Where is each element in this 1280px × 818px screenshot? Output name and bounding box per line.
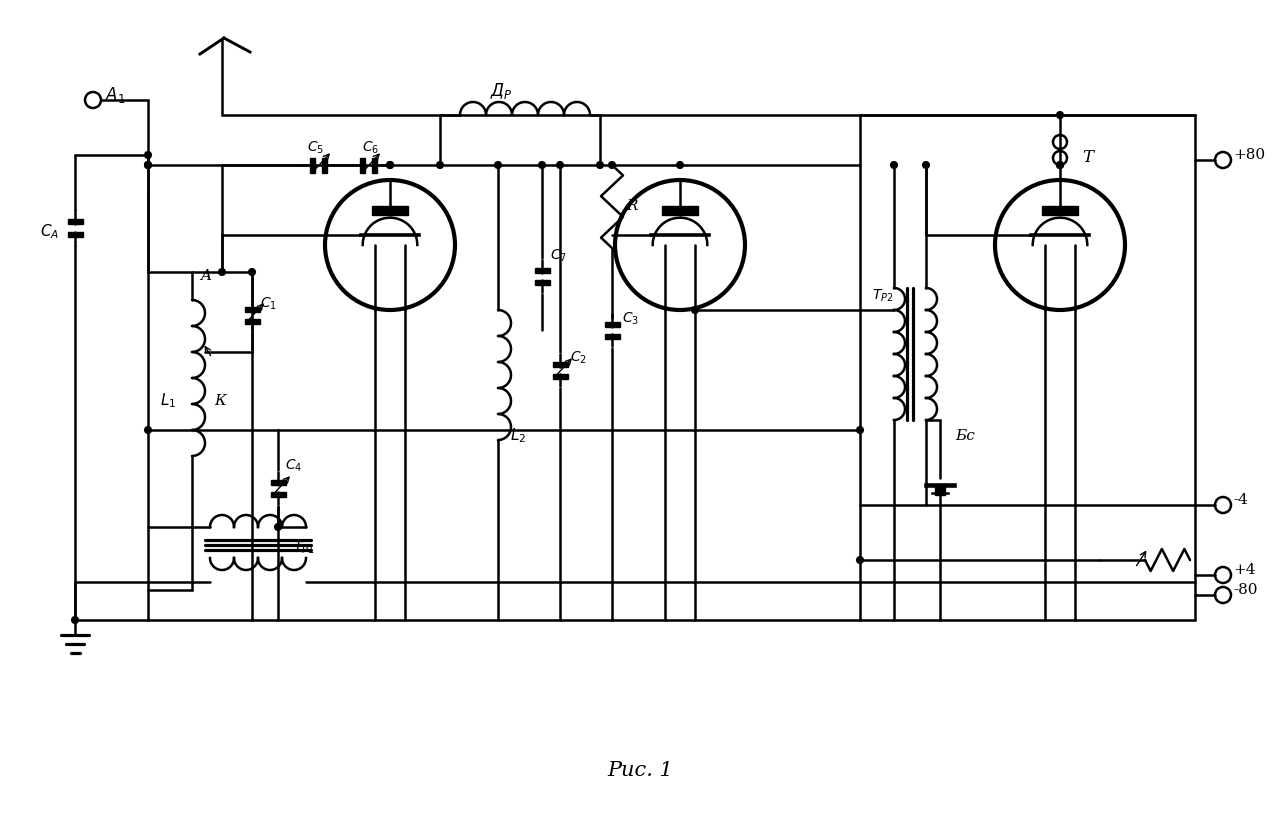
Circle shape [387,161,394,169]
Circle shape [143,161,152,169]
Bar [553,374,567,379]
Bar [68,219,82,224]
Text: $Т_{Р1}$: $Т_{Р1}$ [293,540,315,556]
Text: Бс: Бс [955,429,975,443]
Text: +4: +4 [1233,563,1256,577]
Bar [310,158,315,173]
Text: -4: -4 [1233,493,1248,507]
Circle shape [676,161,684,169]
Circle shape [436,161,444,169]
Circle shape [494,161,502,169]
Circle shape [856,426,864,434]
Bar [68,232,82,237]
Circle shape [274,523,282,531]
Bar [321,158,326,173]
Text: $C_6$: $C_6$ [362,140,379,156]
Text: $C_A$: $C_A$ [40,222,59,241]
Text: $C_5$: $C_5$ [307,140,324,156]
Bar [662,206,698,215]
Circle shape [143,151,152,159]
Circle shape [218,268,227,276]
Bar [934,484,945,495]
Bar [604,334,620,339]
Circle shape [608,161,616,169]
Bar [270,479,285,484]
Text: R: R [626,199,637,213]
Circle shape [143,161,152,169]
Text: $A_1$: $A_1$ [105,85,125,105]
Circle shape [1056,161,1064,169]
Text: -80: -80 [1233,583,1257,597]
Text: $L_2$: $L_2$ [509,426,526,445]
Circle shape [556,161,564,169]
Bar [604,321,620,326]
Bar [270,492,285,497]
Circle shape [1056,111,1064,119]
Circle shape [143,426,152,434]
Bar [535,267,549,272]
Bar [360,158,365,173]
Bar [244,318,260,323]
Text: Т: Т [1082,149,1093,166]
Circle shape [691,306,699,314]
Text: +80: +80 [1233,148,1265,162]
Text: $C_3$: $C_3$ [622,311,639,327]
Circle shape [890,161,899,169]
Text: $C_1$: $C_1$ [260,296,276,312]
Bar [372,206,408,215]
Bar [535,280,549,285]
Circle shape [538,161,547,169]
Text: К: К [214,394,225,408]
Circle shape [596,161,604,169]
Circle shape [387,161,394,169]
Bar [553,362,567,366]
Text: $L_1$: $L_1$ [160,391,177,410]
Circle shape [70,616,79,624]
Text: $C_2$: $C_2$ [570,350,588,366]
Text: $C_4$: $C_4$ [285,458,302,474]
Text: $Т_{Р2}$: $Т_{Р2}$ [872,288,893,304]
Text: $C_7$: $C_7$ [550,248,567,264]
Text: A: A [200,269,211,283]
Bar [244,307,260,312]
Circle shape [922,161,931,169]
Circle shape [1056,161,1064,169]
Bar [1042,206,1078,215]
Circle shape [856,556,864,564]
Bar [371,158,376,173]
Circle shape [248,268,256,276]
Text: Рис. 1: Рис. 1 [607,761,673,780]
Text: $Д_P$: $Д_P$ [490,81,512,101]
